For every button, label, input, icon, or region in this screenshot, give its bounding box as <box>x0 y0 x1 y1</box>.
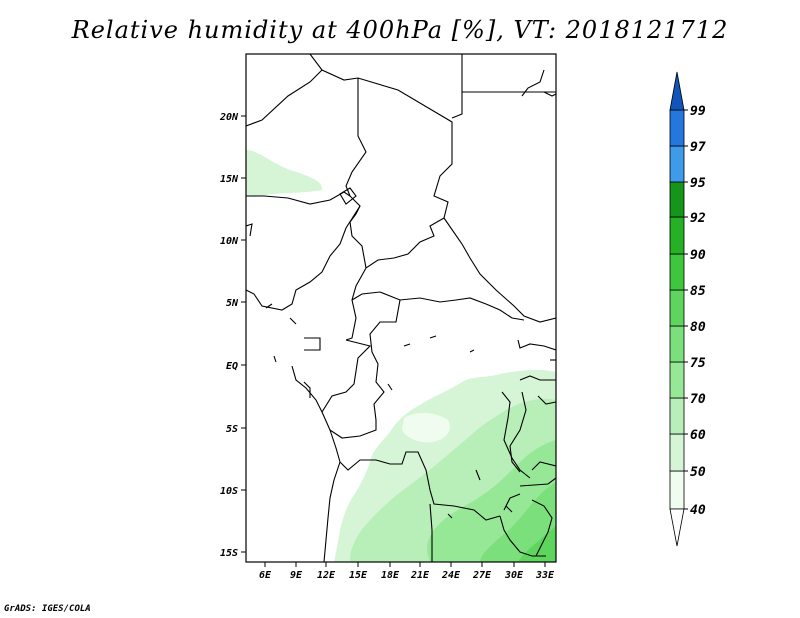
colorbar-label: 95 <box>690 176 706 191</box>
lon-label: 9E <box>290 570 303 581</box>
colorbar-label: 40 <box>690 503 706 518</box>
colorbar-label: 92 <box>690 211 706 226</box>
lon-label: 15E <box>349 570 368 581</box>
colorbar-segment <box>669 216 685 255</box>
lon-label: 21E <box>410 570 430 581</box>
colorbar-segment <box>669 289 685 327</box>
colorbar-label: 90 <box>690 248 706 263</box>
lon-label: 24E <box>441 570 461 581</box>
lon-label: 27E <box>472 570 492 581</box>
colorbar-label: 70 <box>690 392 706 407</box>
colorbar-segment <box>669 433 685 472</box>
colorbar-segment <box>669 325 685 363</box>
colorbar-segment <box>669 361 685 399</box>
lon-label: 18E <box>381 570 400 581</box>
lat-label: 10N <box>220 236 239 247</box>
colorbar-segment <box>669 109 685 147</box>
colorbar-segment <box>669 145 685 183</box>
colorbar-label: 60 <box>690 428 706 443</box>
colorbar-top-arrow <box>669 71 685 111</box>
colorbar-segment <box>669 181 685 218</box>
lat-label: 20N <box>219 112 239 123</box>
colorbar-label: 97 <box>690 140 706 155</box>
lat-label: 10S <box>220 486 238 497</box>
map-frame <box>245 53 557 563</box>
longitude-axis: 6E 9E 12E 15E 18E 21E 24E 27E 30E 33E <box>259 562 555 581</box>
colorbar-segment <box>669 253 685 291</box>
colorbar-segment <box>669 470 685 510</box>
colorbar: 40 50 60 70 75 80 85 90 92 95 97 99 <box>669 71 706 547</box>
lat-label: 5N <box>226 298 239 309</box>
colorbar-bottom-arrow <box>669 508 685 547</box>
humidity-patch-center <box>402 412 451 443</box>
lon-label: 33E <box>535 570 555 581</box>
colorbar-label: 75 <box>690 356 706 371</box>
lat-label: 15S <box>220 548 238 559</box>
borders <box>246 54 556 562</box>
footer-credit: GrADS: IGES/COLA <box>4 604 91 614</box>
latitude-axis: 20N 15N 10N 5N EQ 5S 10S 15S <box>219 112 246 559</box>
lat-label: EQ <box>226 361 238 372</box>
lon-label: 30E <box>504 570 524 581</box>
figure-title: Relative humidity at 400hPa [%], VT: 201… <box>71 16 729 44</box>
colorbar-label: 80 <box>690 320 706 335</box>
humidity-area-west <box>246 150 323 197</box>
colorbar-segment <box>669 397 685 435</box>
colorbar-label: 85 <box>690 284 706 299</box>
lat-label: 15N <box>220 174 239 185</box>
lon-label: 12E <box>317 570 336 581</box>
lat-label: 5S <box>226 424 238 435</box>
lon-label: 6E <box>259 570 272 581</box>
colorbar-label: 50 <box>690 465 706 480</box>
colorbar-label: 99 <box>690 104 706 119</box>
